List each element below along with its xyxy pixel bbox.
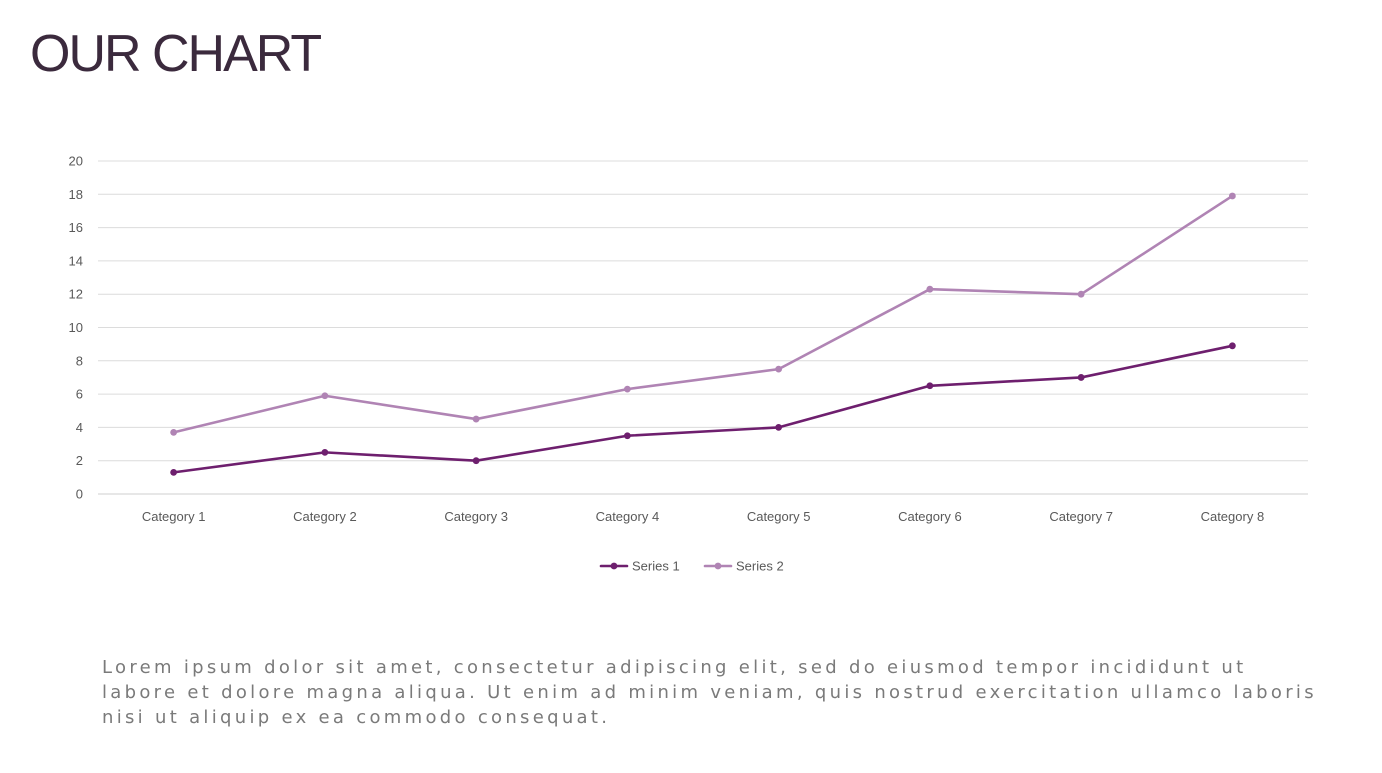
legend-item-series-1: Series 1 bbox=[599, 559, 680, 574]
gridlines bbox=[98, 160, 1308, 495]
legend: Series 1 Series 2 bbox=[599, 559, 784, 574]
data-point bbox=[926, 382, 934, 390]
y-tick-label: 10 bbox=[69, 320, 83, 335]
x-tick-label: Category 7 bbox=[1049, 509, 1113, 524]
data-point bbox=[926, 285, 934, 293]
y-axis-tick-labels: 0 2 4 6 8 10 12 14 16 18 20 bbox=[69, 154, 83, 502]
data-point bbox=[775, 424, 783, 431]
series-line bbox=[172, 344, 1234, 474]
body-text: Lorem ipsum dolor sit amet, consectetur … bbox=[102, 657, 1317, 728]
x-tick-label: Category 1 bbox=[142, 509, 206, 524]
y-tick-label: 2 bbox=[76, 453, 83, 468]
y-tick-label: 20 bbox=[69, 154, 83, 169]
x-tick-label: Category 5 bbox=[747, 509, 811, 524]
data-point bbox=[472, 457, 480, 465]
data-point bbox=[1077, 290, 1085, 298]
data-point bbox=[1228, 342, 1236, 350]
data-point bbox=[1077, 374, 1085, 381]
y-tick-label: 6 bbox=[76, 387, 83, 402]
y-tick-label: 8 bbox=[76, 353, 83, 368]
data-point bbox=[623, 432, 631, 440]
y-tick-label: 0 bbox=[76, 487, 83, 502]
data-point bbox=[321, 448, 329, 456]
legend-label: Series 1 bbox=[632, 559, 680, 574]
legend-swatch-marker bbox=[610, 562, 618, 570]
data-point bbox=[775, 365, 783, 373]
x-tick-label: Category 2 bbox=[293, 509, 357, 524]
data-point bbox=[472, 415, 480, 423]
x-tick-label: Category 3 bbox=[444, 509, 508, 524]
y-tick-label: 14 bbox=[69, 253, 83, 268]
data-point bbox=[623, 385, 631, 393]
x-tick-label: Category 4 bbox=[596, 509, 660, 524]
data-point bbox=[321, 392, 329, 400]
x-axis-tick-labels: Category 1 Category 2 Category 3 Category 4… bbox=[142, 509, 1264, 524]
x-tick-label: Category 6 bbox=[898, 509, 962, 524]
y-tick-label: 12 bbox=[69, 287, 83, 302]
legend-label: Series 2 bbox=[736, 559, 784, 574]
legend-swatch-marker bbox=[714, 562, 722, 570]
y-tick-label: 18 bbox=[69, 187, 83, 202]
legend-item-series-2: Series 2 bbox=[703, 559, 784, 574]
y-tick-label: 4 bbox=[76, 420, 83, 435]
series-2 bbox=[170, 192, 1236, 436]
series-line bbox=[172, 194, 1234, 434]
data-point bbox=[170, 428, 178, 436]
series-1 bbox=[170, 342, 1236, 476]
series-lines bbox=[170, 192, 1236, 476]
y-tick-label: 16 bbox=[69, 220, 83, 235]
slide-title: OUR CHART bbox=[30, 25, 322, 83]
data-point bbox=[170, 468, 178, 476]
x-tick-label: Category 8 bbox=[1201, 509, 1265, 524]
data-point bbox=[1228, 192, 1236, 200]
